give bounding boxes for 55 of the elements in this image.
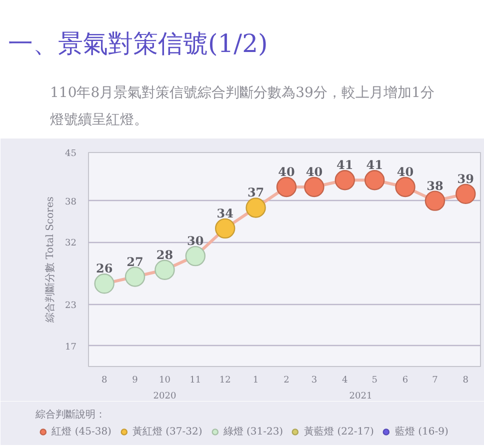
text: 2020 — [153, 392, 176, 402]
data-label: 40 — [306, 165, 323, 180]
point — [276, 176, 297, 198]
data-label: 40 — [278, 165, 295, 180]
data-label: 38 — [426, 178, 444, 193]
y-tick-label: 23 — [65, 300, 77, 311]
x-tick-label: 7 — [432, 376, 438, 386]
x-tick-label: 3 — [311, 376, 318, 386]
data-label: 27 — [126, 254, 144, 269]
legend-label: 黃藍燈 (22-17) — [304, 425, 374, 438]
y-tick-label: 38 — [65, 197, 77, 208]
y-tick-label: 32 — [65, 238, 76, 249]
point — [215, 218, 236, 239]
point — [124, 266, 146, 287]
data-label: 37 — [247, 186, 264, 200]
legend-label: 綠燈 (31-23) — [223, 425, 284, 438]
data-label: 41 — [336, 158, 354, 172]
data-label: 40 — [396, 165, 414, 180]
point — [185, 246, 206, 266]
x-tick-label: 8 — [462, 376, 469, 386]
data-label: 26 — [96, 262, 113, 276]
x-tick-label: 4 — [342, 376, 348, 386]
x-tick-label: 9 — [132, 376, 138, 386]
point — [246, 198, 266, 218]
x-tick-label: 2 — [284, 376, 290, 386]
point — [424, 190, 446, 211]
legend-label: 紅燈 (45-38) — [52, 426, 112, 438]
y-tick-label: 17 — [65, 342, 77, 352]
point — [456, 184, 476, 204]
data-label: 41 — [366, 158, 383, 172]
x-tick-label: 5 — [372, 376, 378, 386]
x-tick-label: 6 — [402, 376, 408, 386]
text: 2021 — [349, 392, 372, 402]
data-label: 28 — [156, 248, 174, 262]
point — [304, 176, 324, 198]
point — [334, 170, 355, 190]
x-tick-label: 11 — [190, 376, 202, 386]
chart-title: 一、景氣對策信號(1/2) — [8, 28, 268, 60]
legend-title: 綜合判斷說明： — [36, 408, 107, 422]
data-label: 30 — [187, 234, 204, 248]
point — [395, 176, 416, 198]
legend-label: 藍燈 (16-9) — [394, 425, 448, 438]
point — [94, 274, 114, 294]
chart-subtitle: 110年8月景氣對策信號綜合判斷分數為39分，較上月增加1分燈號續呈紅燈。 — [50, 84, 436, 130]
point — [154, 260, 175, 280]
x-tick-label: 8 — [101, 376, 108, 386]
x-tick-label: 12 — [219, 376, 231, 386]
y-axis-title: 綜合判斷分數 Total Scores — [44, 196, 56, 324]
data-label: 39 — [457, 172, 474, 186]
y-tick-label: 45 — [65, 149, 77, 159]
x-tick-label: 1 — [252, 376, 259, 386]
x-tick-label: 10 — [158, 376, 171, 386]
data-label: 34 — [216, 206, 234, 220]
legend-label: 黃紅燈 (37-32) — [132, 425, 202, 438]
point — [364, 170, 385, 190]
